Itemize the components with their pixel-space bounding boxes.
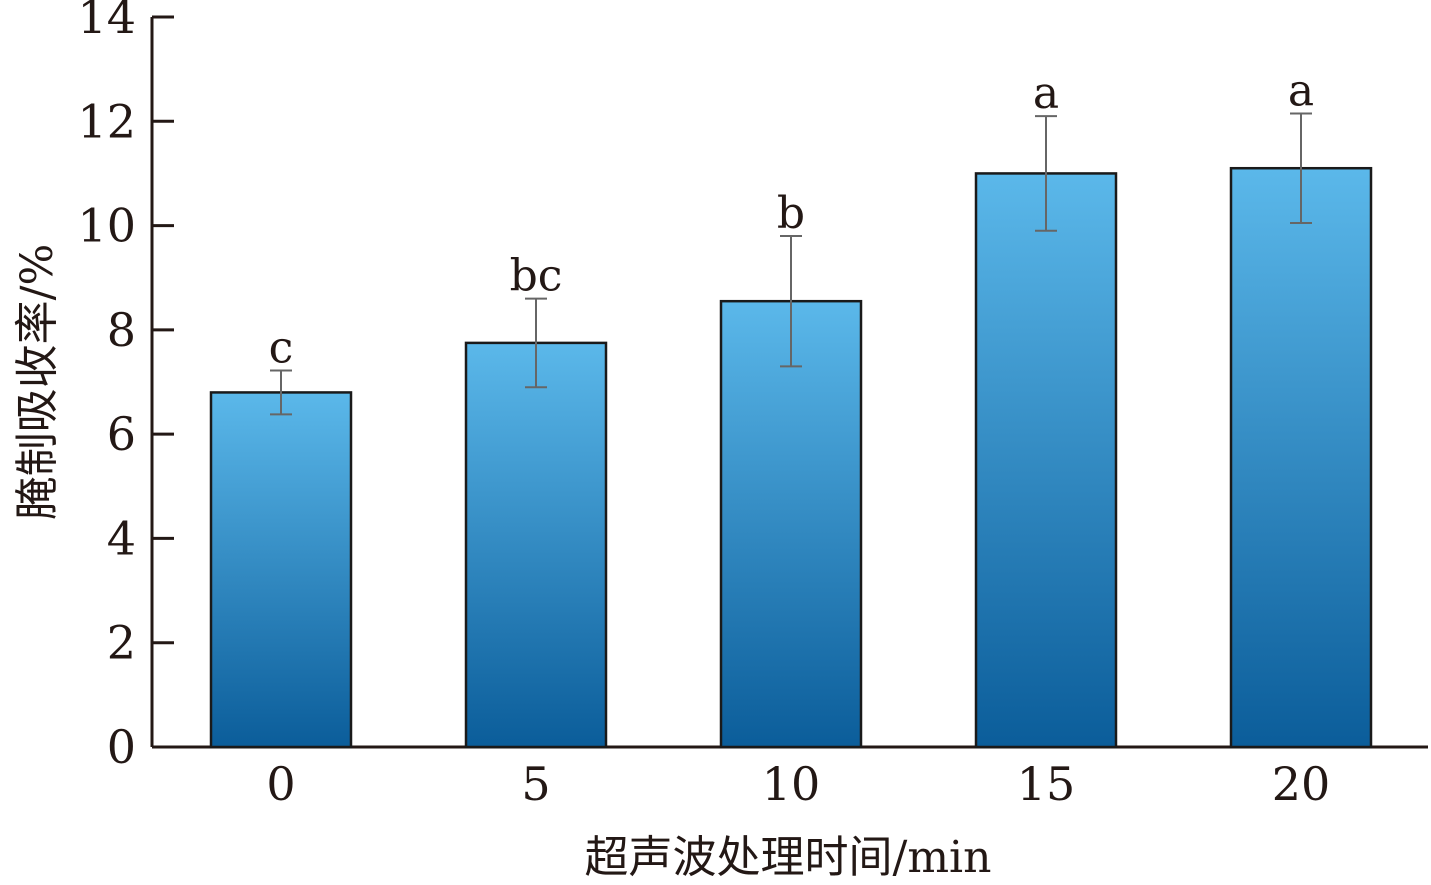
x-tick-label: 10 [762,757,821,811]
x-axis-title: 超声波处理时间/min [585,832,992,883]
significance-label: a [1033,68,1059,119]
error-bars [270,112,1312,416]
significance-label: a [1288,65,1314,116]
y-axis: 0 2 4 6 8 10 12 14 [77,0,174,774]
significance-label: bc [510,251,563,302]
significance-label: c [269,323,294,374]
x-tick-label: 20 [1272,757,1331,811]
y-axis-title: 腌制吸收率/% [12,244,63,521]
bar [209,391,353,749]
bar [1229,166,1373,749]
x-tick-label: 15 [1017,757,1076,811]
y-tick-label: 4 [107,511,136,565]
x-tick-label: 0 [266,757,295,811]
y-tick-label: 8 [107,303,136,357]
bar [974,172,1118,749]
y-tick-label: 6 [107,407,136,461]
y-tick-label: 2 [107,616,136,670]
y-tick-label: 12 [77,94,136,148]
significance-labels: c bc b a a [269,65,1314,373]
x-tick-label: 5 [521,757,550,811]
bars [209,166,1373,749]
y-tick-label: 0 [107,720,136,774]
x-axis: 0 5 10 15 20 [152,745,1428,811]
significance-label: b [777,188,805,239]
y-tick-label: 14 [77,0,136,44]
bar [719,299,863,749]
y-tick-label: 10 [77,199,136,253]
bar [464,341,608,749]
